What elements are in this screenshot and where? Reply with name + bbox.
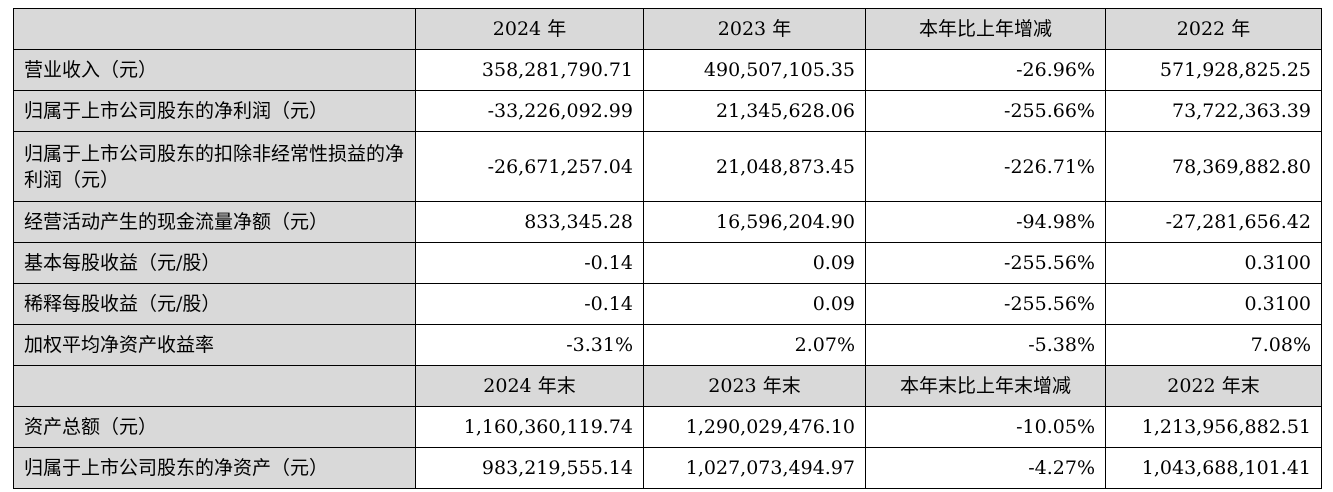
value-cell: 1,043,688,101.41 [1105, 447, 1322, 489]
table-row: 稀释每股收益（元/股） -0.14 0.09 -255.56% 0.3100 [13, 283, 1322, 325]
row-label: 归属于上市公司股东的净资产（元） [13, 447, 416, 489]
value-cell: 0.09 [643, 242, 866, 284]
row-label: 经营活动产生的现金流量净额（元） [13, 201, 416, 243]
value-cell: 983,219,555.14 [415, 447, 644, 489]
row-label: 资产总额（元） [13, 406, 416, 448]
value-cell: 1,290,029,476.10 [643, 406, 866, 448]
value-cell: 490,507,105.35 [643, 49, 866, 91]
value-cell: -4.27% [865, 447, 1106, 489]
header-cell: 本年末比上年末增减 [865, 365, 1106, 407]
value-cell: 21,048,873.45 [643, 131, 866, 202]
value-cell: 2.07% [643, 324, 866, 366]
value-cell: 1,213,956,882.51 [1105, 406, 1322, 448]
value-cell: -26.96% [865, 49, 1106, 91]
value-cell: 358,281,790.71 [415, 49, 644, 91]
value-cell: -33,226,092.99 [415, 90, 644, 132]
value-cell: -3.31% [415, 324, 644, 366]
header-cell: 2023 年末 [643, 365, 866, 407]
row-label: 基本每股收益（元/股） [13, 242, 416, 284]
value-cell: -255.66% [865, 90, 1106, 132]
value-cell: 833,345.28 [415, 201, 644, 243]
value-cell: 73,722,363.39 [1105, 90, 1322, 132]
header-cell: 2024 年末 [415, 365, 644, 407]
value-cell: -94.98% [865, 201, 1106, 243]
value-cell: 571,928,825.25 [1105, 49, 1322, 91]
row-label: 归属于上市公司股东的净利润（元） [13, 90, 416, 132]
table-header-row: 2024 年末 2023 年末 本年末比上年末增减 2022 年末 [13, 365, 1322, 407]
value-cell: 16,596,204.90 [643, 201, 866, 243]
row-label: 归属于上市公司股东的扣除非经常性损益的净利润（元） [13, 131, 416, 202]
value-cell: -27,281,656.42 [1105, 201, 1322, 243]
value-cell: -226.71% [865, 131, 1106, 202]
table-row: 归属于上市公司股东的净资产（元） 983,219,555.14 1,027,07… [13, 447, 1322, 489]
header-cell: 本年比上年增减 [865, 8, 1106, 50]
value-cell: 21,345,628.06 [643, 90, 866, 132]
value-cell: 7.08% [1105, 324, 1322, 366]
header-cell: 2023 年 [643, 8, 866, 50]
table-row: 经营活动产生的现金流量净额（元） 833,345.28 16,596,204.9… [13, 201, 1322, 243]
financial-summary-table: 2024 年 2023 年 本年比上年增减 2022 年 营业收入（元） 358… [13, 8, 1322, 489]
header-cell: 2022 年末 [1105, 365, 1322, 407]
value-cell: 0.09 [643, 283, 866, 325]
value-cell: 78,369,882.80 [1105, 131, 1322, 202]
value-cell: -0.14 [415, 283, 644, 325]
value-cell: 1,027,073,494.97 [643, 447, 866, 489]
table-row: 归属于上市公司股东的扣除非经常性损益的净利润（元） -26,671,257.04… [13, 131, 1322, 202]
value-cell: 1,160,360,119.74 [415, 406, 644, 448]
table-row: 营业收入（元） 358,281,790.71 490,507,105.35 -2… [13, 49, 1322, 91]
value-cell: -5.38% [865, 324, 1106, 366]
header-cell: 2022 年 [1105, 8, 1322, 50]
table-row: 归属于上市公司股东的净利润（元） -33,226,092.99 21,345,6… [13, 90, 1322, 132]
table-row: 基本每股收益（元/股） -0.14 0.09 -255.56% 0.3100 [13, 242, 1322, 284]
row-label: 加权平均净资产收益率 [13, 324, 416, 366]
table-header-row: 2024 年 2023 年 本年比上年增减 2022 年 [13, 8, 1322, 50]
header-cell [13, 365, 416, 407]
row-label: 稀释每股收益（元/股） [13, 283, 416, 325]
value-cell: -255.56% [865, 242, 1106, 284]
table-row: 资产总额（元） 1,160,360,119.74 1,290,029,476.1… [13, 406, 1322, 448]
header-cell: 2024 年 [415, 8, 644, 50]
row-label: 营业收入（元） [13, 49, 416, 91]
value-cell: -255.56% [865, 283, 1106, 325]
value-cell: -10.05% [865, 406, 1106, 448]
value-cell: 0.3100 [1105, 283, 1322, 325]
table-row: 加权平均净资产收益率 -3.31% 2.07% -5.38% 7.08% [13, 324, 1322, 366]
value-cell: -0.14 [415, 242, 644, 284]
value-cell: -26,671,257.04 [415, 131, 644, 202]
header-cell [13, 8, 416, 50]
value-cell: 0.3100 [1105, 242, 1322, 284]
